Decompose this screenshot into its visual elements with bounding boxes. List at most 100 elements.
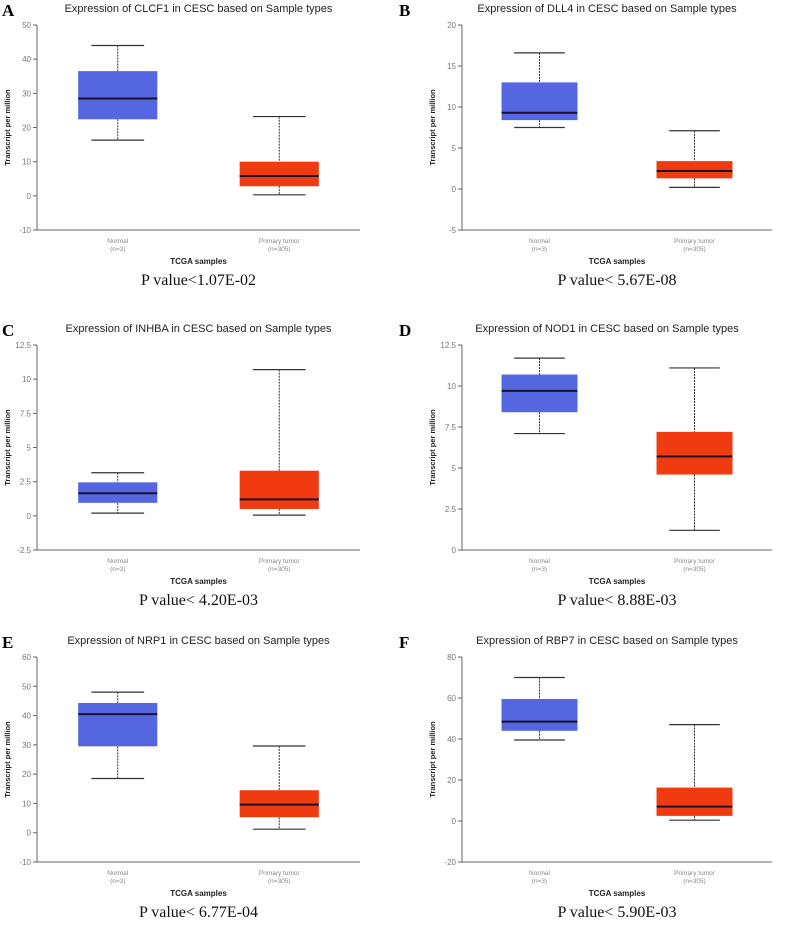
panel-d: D Expression of NOD1 in CESC based on Sam… xyxy=(397,320,793,630)
panel-e: E Expression of NRP1 in CESC based on Sam… xyxy=(0,632,396,942)
chart-title: Expression of NOD1 in CESC based on Samp… xyxy=(475,323,739,335)
y-tick-label: 12.5 xyxy=(15,341,31,350)
category-label: Normal xyxy=(529,238,551,245)
box-normal xyxy=(78,472,158,514)
category-label: Primary tumor xyxy=(259,558,301,565)
y-tick-label: 60 xyxy=(447,694,456,703)
category-n: (n=3) xyxy=(532,566,547,573)
iqr-box xyxy=(239,161,319,187)
box-primary-tumor xyxy=(239,115,319,196)
y-tick-label: 0 xyxy=(27,512,32,521)
panel-a: A Expression of CLCF1 in CESC based on Sa… xyxy=(0,0,396,310)
panel-letter: C xyxy=(2,321,14,340)
category-label: Normal xyxy=(107,558,129,565)
y-axis-label: Transcript per million xyxy=(3,721,12,798)
y-tick-label: 20 xyxy=(22,770,31,779)
chart-title: Expression of CLCF1 in CESC based on Sam… xyxy=(65,3,333,15)
x-axis-label: TCGA samples xyxy=(170,889,227,898)
y-axis-label: Transcript per million xyxy=(3,409,12,486)
category-label: Primary tumor xyxy=(259,870,301,877)
y-tick-label: 7.5 xyxy=(20,409,32,418)
x-axis-label: TCGA samples xyxy=(589,577,646,586)
y-axis-label: Transcript per million xyxy=(428,409,437,486)
p-value: P value< 6.77E-04 xyxy=(139,904,258,921)
iqr-box xyxy=(78,71,158,120)
y-tick-label: 10 xyxy=(22,158,31,167)
category-label: Normal xyxy=(107,238,129,245)
box-primary-tumor xyxy=(656,130,733,188)
y-tick-label: 5 xyxy=(452,464,457,473)
box-plot-d: D Expression of NOD1 in CESC based on Sam… xyxy=(399,321,772,609)
iqr-box xyxy=(239,470,319,509)
category-n: (n=305) xyxy=(268,566,291,573)
x-axis-label: TCGA samples xyxy=(170,577,227,586)
chart-title: Expression of NRP1 in CESC based on Samp… xyxy=(67,635,330,647)
iqr-box xyxy=(501,374,578,413)
p-value: P value< 4.20E-03 xyxy=(139,592,258,609)
y-tick-label: -2.5 xyxy=(17,546,31,555)
category-label: Primary tumor xyxy=(674,558,716,565)
panel-letter: B xyxy=(399,1,410,20)
category-label: Primary tumor xyxy=(674,238,716,245)
y-axis-label: Transcript per million xyxy=(428,721,437,798)
chart-title: Expression of INHBA in CESC based on Sam… xyxy=(66,323,332,335)
y-tick-label: -5 xyxy=(449,226,457,235)
x-axis-label: TCGA samples xyxy=(589,889,646,898)
y-tick-label: 30 xyxy=(22,741,31,750)
y-tick-label: 50 xyxy=(22,682,31,691)
panel-f: F Expression of RBP7 in CESC based on Sam… xyxy=(397,632,793,942)
box-normal xyxy=(501,676,578,741)
y-axis-label: Transcript per million xyxy=(3,89,12,166)
box-plot-e: E Expression of NRP1 in CESC based on Sam… xyxy=(2,633,360,921)
y-tick-label: 0 xyxy=(452,817,457,826)
category-n: (n=3) xyxy=(110,566,125,573)
y-tick-label: 0 xyxy=(27,829,32,838)
box-plot-a: A Expression of CLCF1 in CESC based on Sa… xyxy=(2,1,360,289)
y-tick-label: 12.5 xyxy=(440,341,456,350)
y-tick-label: 2.5 xyxy=(445,505,457,514)
box-normal xyxy=(501,52,578,129)
category-label: Normal xyxy=(107,870,129,877)
box-normal xyxy=(78,44,158,141)
category-n: (n=305) xyxy=(268,878,291,885)
y-tick-label: 20 xyxy=(447,21,456,30)
category-n: (n=3) xyxy=(532,878,547,885)
category-label: Normal xyxy=(529,870,551,877)
y-tick-label: -10 xyxy=(19,858,31,867)
y-tick-label: 20 xyxy=(447,776,456,785)
p-value: P value< 5.67E-08 xyxy=(557,272,676,289)
y-tick-label: 15 xyxy=(447,62,456,71)
iqr-box xyxy=(78,702,158,747)
y-tick-label: 5 xyxy=(452,144,457,153)
y-tick-label: 50 xyxy=(22,21,31,30)
y-tick-label: -20 xyxy=(444,858,456,867)
y-tick-label: 10 xyxy=(447,382,456,391)
box-plot-c: C Expression of INHBA in CESC based on Sa… xyxy=(2,321,360,609)
p-value: P value< 8.88E-03 xyxy=(557,592,676,609)
panel-letter: A xyxy=(2,1,15,20)
box-primary-tumor xyxy=(656,367,733,531)
category-n: (n=3) xyxy=(532,246,547,253)
iqr-box xyxy=(656,787,733,816)
y-tick-label: 0 xyxy=(27,192,32,201)
y-tick-label: 10 xyxy=(447,103,456,112)
box-normal xyxy=(501,357,578,435)
y-tick-label: 60 xyxy=(22,653,31,662)
iqr-box xyxy=(656,431,733,475)
category-label: Normal xyxy=(529,558,551,565)
iqr-box xyxy=(656,161,733,179)
y-tick-label: 40 xyxy=(447,735,456,744)
category-label: Primary tumor xyxy=(259,238,301,245)
panel-letter: F xyxy=(399,633,409,652)
iqr-box xyxy=(501,699,578,731)
y-tick-label: 10 xyxy=(22,375,31,384)
chart-title: Expression of DLL4 in CESC based on Samp… xyxy=(477,3,737,15)
y-tick-label: 0 xyxy=(452,546,457,555)
category-n: (n=3) xyxy=(110,246,125,253)
box-primary-tumor xyxy=(239,368,319,516)
y-tick-label: 5 xyxy=(27,444,32,453)
x-axis-label: TCGA samples xyxy=(589,257,646,266)
y-tick-label: 0 xyxy=(452,185,457,194)
p-value: P value<1.07E-02 xyxy=(141,272,256,289)
chart-title: Expression of RBP7 in CESC based on Samp… xyxy=(476,635,738,647)
